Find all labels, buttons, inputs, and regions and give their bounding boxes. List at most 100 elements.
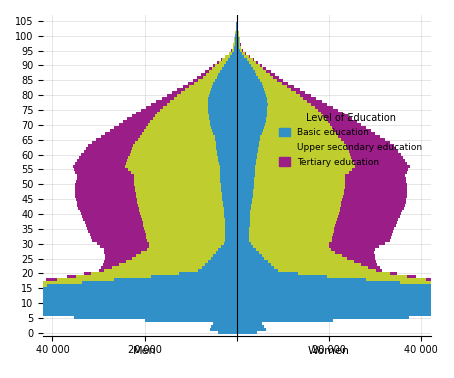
Bar	[101, 135, 140, 138]
Bar	[368, 266, 380, 269]
Bar	[202, 266, 237, 269]
Bar	[141, 108, 160, 112]
Bar	[237, 245, 253, 248]
Bar	[212, 85, 237, 88]
Bar	[255, 168, 352, 171]
Bar	[345, 174, 405, 177]
Bar	[332, 239, 390, 242]
Bar	[249, 227, 335, 230]
Bar	[237, 100, 267, 102]
Bar	[146, 105, 163, 108]
Bar	[67, 275, 75, 278]
Bar	[145, 319, 237, 322]
Bar	[239, 37, 240, 40]
Bar	[257, 153, 350, 156]
Bar	[237, 135, 261, 138]
Bar	[178, 94, 209, 97]
Bar	[366, 278, 426, 281]
Bar	[137, 198, 222, 201]
Bar	[237, 239, 249, 242]
Bar	[237, 263, 271, 266]
Bar	[134, 183, 221, 186]
Bar	[88, 144, 133, 147]
Bar	[208, 108, 237, 112]
Bar	[249, 55, 250, 58]
Bar	[334, 230, 393, 233]
Bar	[237, 293, 454, 296]
Bar	[86, 147, 132, 150]
Bar	[234, 46, 237, 49]
Bar	[237, 225, 250, 227]
Bar	[224, 242, 237, 245]
Bar	[249, 230, 334, 233]
Bar	[210, 121, 237, 123]
Bar	[218, 61, 226, 64]
Bar	[126, 162, 219, 165]
Bar	[237, 305, 454, 308]
Bar	[153, 118, 209, 121]
Bar	[237, 272, 298, 275]
Bar	[237, 242, 251, 245]
Bar	[92, 141, 135, 144]
Bar	[262, 132, 336, 135]
Bar	[101, 266, 112, 269]
Bar	[197, 76, 202, 79]
Bar	[42, 281, 82, 284]
Bar	[264, 88, 291, 91]
Bar	[208, 260, 237, 263]
Bar	[104, 260, 126, 263]
Bar	[336, 132, 375, 135]
Bar	[252, 201, 341, 204]
Bar	[239, 43, 241, 46]
Bar	[138, 138, 215, 141]
Bar	[315, 105, 333, 108]
Bar	[202, 76, 217, 79]
Bar	[237, 230, 249, 233]
Bar	[237, 322, 262, 325]
Bar	[225, 236, 237, 239]
Bar	[237, 319, 333, 322]
Bar	[271, 263, 360, 266]
Bar	[341, 201, 405, 204]
Bar	[298, 272, 390, 275]
Bar	[146, 126, 211, 129]
Bar	[206, 73, 218, 76]
Bar	[142, 132, 213, 135]
Bar	[146, 233, 225, 236]
Bar	[264, 257, 347, 260]
Bar	[237, 260, 267, 263]
Bar	[266, 70, 271, 73]
Bar	[183, 85, 189, 88]
Bar	[344, 141, 390, 144]
Bar	[352, 159, 405, 162]
Bar	[328, 121, 357, 123]
Bar	[237, 159, 256, 162]
Bar	[222, 67, 237, 70]
Bar	[156, 100, 170, 102]
Bar	[135, 189, 221, 192]
Bar	[91, 272, 179, 275]
Bar	[237, 325, 264, 328]
Bar	[78, 174, 134, 177]
Bar	[110, 129, 144, 132]
Bar	[192, 79, 198, 82]
Bar	[235, 40, 237, 43]
Bar	[194, 82, 213, 85]
Bar	[77, 159, 127, 162]
Bar	[237, 269, 277, 272]
Bar	[0, 310, 237, 313]
Bar	[351, 156, 403, 159]
Bar	[237, 257, 264, 260]
Bar	[237, 165, 255, 168]
Bar	[208, 105, 237, 108]
Bar	[135, 141, 216, 144]
Bar	[225, 227, 237, 230]
Bar	[131, 171, 220, 174]
Bar	[73, 165, 125, 168]
Bar	[335, 227, 395, 230]
Bar	[84, 218, 142, 222]
Bar	[224, 209, 237, 212]
Bar	[179, 272, 237, 275]
Bar	[249, 233, 333, 236]
Bar	[208, 97, 237, 100]
